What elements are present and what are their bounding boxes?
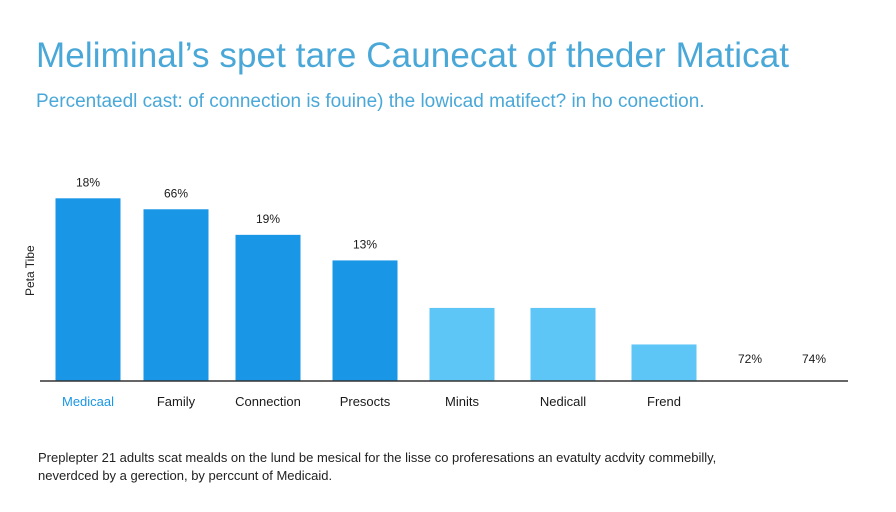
footnote: Preplepter 21 adults scat mealds on the … [38,450,717,483]
value-label: 74% [802,352,826,366]
bar-3 [235,234,301,381]
category-label: Connection [235,394,301,409]
category-label: Nedicall [540,394,586,409]
bar-5 [429,307,495,381]
category-label: Family [157,394,196,409]
chart-title: Meliminal’s spet tare Caunecat of theder… [36,36,790,75]
value-label: 19% [256,212,280,226]
category-label: Frend [647,394,681,409]
value-label: 18% [76,175,100,189]
category-label: Minits [445,394,479,409]
value-label: 13% [353,237,377,251]
bar-6 [530,307,596,381]
bar-2 [143,209,209,381]
chart-subtitle: Percentaedl cast: of connection is fouin… [36,91,705,112]
value-label: 66% [164,186,188,200]
category-label: Medicaal [62,394,114,409]
category-label: Presocts [340,394,391,409]
bar-1 [55,198,121,381]
bar-4 [332,260,398,381]
value-label: 72% [738,352,762,366]
bar-7 [631,344,697,381]
